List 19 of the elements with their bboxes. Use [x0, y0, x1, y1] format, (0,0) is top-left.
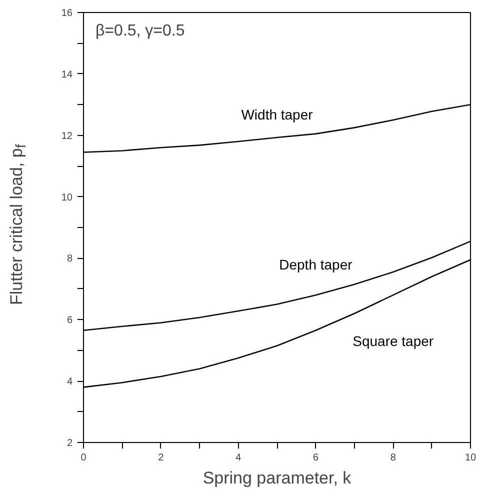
y-tick-label: 6 [66, 315, 73, 326]
series-label: Width taper [241, 106, 314, 122]
x-tick-label: 4 [236, 452, 242, 464]
x-tick-label: 0 [80, 452, 87, 464]
x-tick-label: 6 [312, 452, 319, 464]
y-tick-label: 14 [61, 69, 73, 80]
y-tick-label: 2 [66, 438, 73, 449]
x-tick-label: 8 [390, 452, 396, 464]
annotation: β=0.5, γ=0.5 [96, 22, 185, 40]
y-tick-label: 16 [61, 8, 73, 19]
x-axis-title: Spring parameter, k [202, 468, 352, 488]
y-tick-label: 4 [66, 376, 73, 388]
y-tick-label: 10 [61, 192, 73, 204]
y-tick-label: 8 [66, 254, 73, 265]
y-tick-label: 12 [61, 130, 73, 142]
series-label: Square taper [352, 333, 434, 350]
x-tick-label: 10 [464, 452, 476, 464]
x-tick-label: 2 [158, 452, 164, 464]
series-label: Depth taper [279, 256, 353, 272]
